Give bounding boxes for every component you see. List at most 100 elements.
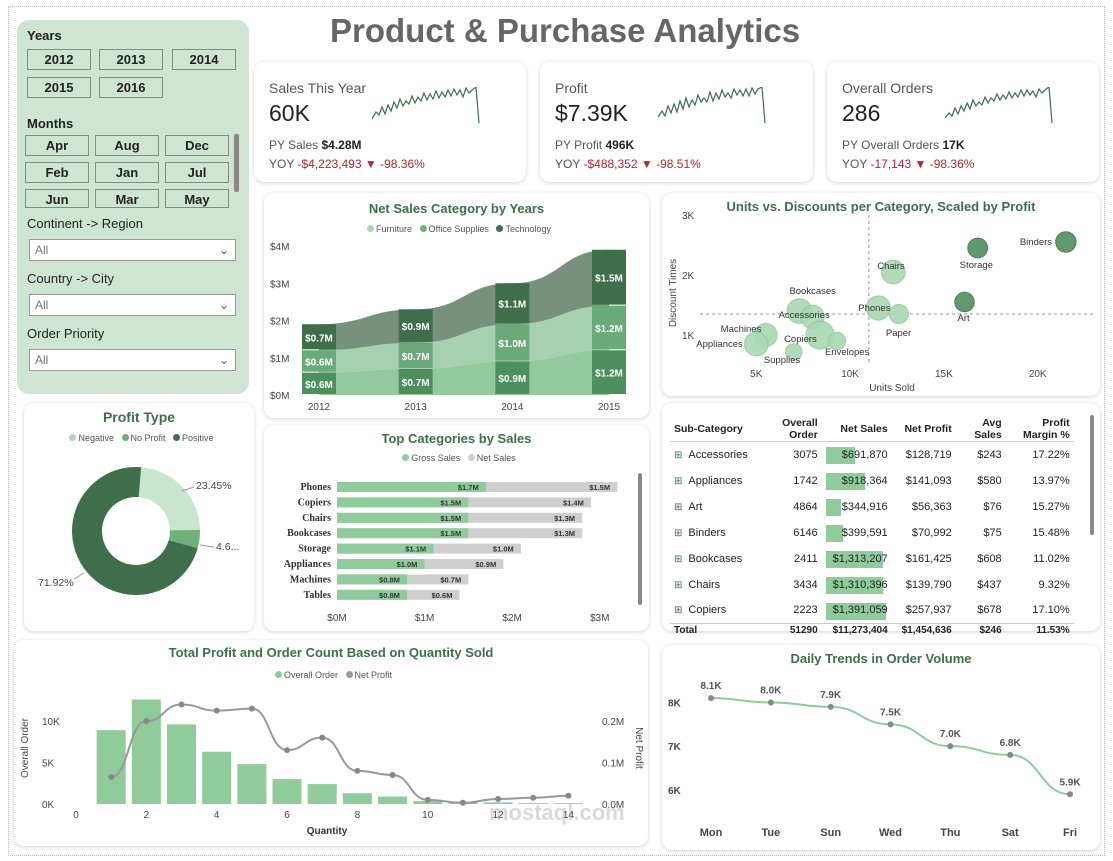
table-row[interactable]: ⊞ Accessories 3075 $691,870 $128,719 $243 17.2… bbox=[670, 442, 1074, 468]
order-bar bbox=[553, 803, 583, 804]
column-header[interactable]: Avg Sales bbox=[955, 417, 1006, 442]
area-bar-segment bbox=[398, 342, 433, 368]
country-dropdown[interactable]: All ⌄ bbox=[29, 294, 236, 316]
column-header[interactable]: Net Profit bbox=[891, 417, 956, 442]
year-button[interactable]: 2012 bbox=[27, 49, 91, 70]
point-label: Chairs bbox=[877, 261, 905, 272]
y-tick-label: $1M bbox=[270, 354, 289, 365]
month-button[interactable]: May bbox=[165, 189, 229, 208]
table-cell: 13.97% bbox=[1032, 474, 1070, 487]
scatter-point bbox=[888, 303, 909, 325]
profit-point bbox=[143, 718, 150, 725]
daily-trends-card: Daily Trends in Order Volume 6K 7K 8K 8.1K M… bbox=[662, 645, 1100, 850]
month-button[interactable]: Feb bbox=[25, 162, 89, 183]
data-label: $0.6M bbox=[305, 380, 333, 391]
down-arrow-icon: ▼ bbox=[640, 157, 653, 171]
scatter-point bbox=[967, 237, 989, 259]
column-header[interactable]: Sub-Category bbox=[670, 417, 752, 442]
subcategory-label: Accessories bbox=[688, 448, 748, 461]
data-label: $1.0M bbox=[498, 339, 526, 350]
y-tick-label: 2K bbox=[682, 271, 695, 282]
expand-icon[interactable]: ⊞ bbox=[674, 553, 683, 565]
priority-dropdown[interactable]: All ⌄ bbox=[29, 349, 236, 371]
profit-point bbox=[319, 734, 326, 741]
profit-point bbox=[354, 767, 361, 774]
kpi-py: PY Profit 496K bbox=[555, 138, 635, 152]
year-button[interactable]: 2016 bbox=[99, 77, 163, 98]
month-button[interactable]: Dec bbox=[165, 135, 229, 156]
month-button[interactable]: Jan bbox=[95, 162, 159, 183]
table-row[interactable]: ⊞ Binders 6146 $399,591 $70,992 $75 15.48% bbox=[670, 520, 1074, 546]
expand-icon[interactable]: ⊞ bbox=[674, 501, 683, 513]
area-bar-segment bbox=[592, 249, 626, 305]
scatter-point bbox=[954, 291, 975, 313]
data-label: $0.7M bbox=[440, 575, 461, 584]
chart-scrollbar[interactable] bbox=[638, 473, 642, 605]
slice-label: 23.45% bbox=[196, 480, 232, 492]
subcategory-label: Binders bbox=[688, 526, 726, 539]
subcategory-label: Chairs bbox=[688, 578, 721, 591]
total-cell: $246 bbox=[955, 623, 1006, 637]
chart-title: Daily Trends in Order Volume bbox=[790, 651, 972, 666]
month-button[interactable]: Jul bbox=[165, 162, 229, 183]
column-header[interactable]: Net Sales bbox=[821, 417, 892, 442]
top-categories-bar-chart: Phones $1.7M $1.5M Copiers $1.5M $1.4M Chairs $… bbox=[284, 482, 618, 624]
table-row[interactable]: ⊞ Bookcases 2411 $1,313,207 $161,425 $608 11.0… bbox=[670, 546, 1074, 572]
scatter-point bbox=[743, 331, 769, 357]
profit-point bbox=[495, 796, 502, 803]
data-label: $0.9M bbox=[402, 322, 430, 333]
chart-legend: Gross Sales Net Sales bbox=[264, 453, 649, 463]
x-tick-label: $2M bbox=[502, 613, 521, 624]
right-tick-label: 0.0M bbox=[602, 800, 624, 811]
continent-dropdown[interactable]: All ⌄ bbox=[29, 239, 236, 261]
subcategory-cell: ⊞ Accessories bbox=[670, 442, 752, 468]
scatter-point bbox=[1055, 231, 1077, 253]
data-label: $1.2M bbox=[595, 369, 623, 380]
profit-point bbox=[565, 792, 572, 799]
month-button[interactable]: Apr bbox=[25, 135, 89, 156]
year-button[interactable]: 2013 bbox=[99, 49, 163, 70]
profit-point bbox=[213, 707, 220, 714]
data-bar bbox=[825, 550, 883, 568]
table-row[interactable]: ⊞ Appliances 1742 $918,364 $141,093 $580 13.97… bbox=[670, 468, 1074, 494]
country-value: All bbox=[35, 298, 49, 312]
order-bar bbox=[167, 724, 197, 804]
table-scrollbar[interactable] bbox=[1090, 415, 1094, 535]
month-button[interactable]: Jun bbox=[25, 189, 89, 208]
year-button[interactable]: 2014 bbox=[172, 49, 236, 70]
chart-legend: Negative No Profit Positive bbox=[24, 433, 254, 443]
year-button[interactable]: 2015 bbox=[27, 77, 91, 98]
kpi-label: Sales This Year bbox=[269, 80, 367, 96]
expand-icon[interactable]: ⊞ bbox=[674, 475, 683, 487]
table-row[interactable]: ⊞ Art 4864 $344,916 $56,363 $76 15.27% bbox=[670, 494, 1074, 520]
down-arrow-icon: ▼ bbox=[364, 157, 377, 171]
months-scrollbar[interactable] bbox=[234, 134, 239, 192]
expand-icon[interactable]: ⊞ bbox=[674, 449, 683, 461]
expand-icon[interactable]: ⊞ bbox=[674, 605, 683, 617]
table-row[interactable]: ⊞ Chairs 3434 $1,310,396 $139,790 $437 9.32% bbox=[670, 572, 1074, 598]
order-bar bbox=[342, 793, 372, 804]
data-label: 8.1K bbox=[700, 681, 722, 692]
table-cell: $70,992 bbox=[911, 526, 952, 539]
month-button[interactable]: Mar bbox=[95, 189, 159, 208]
column-header[interactable]: Overall Order bbox=[751, 417, 822, 442]
net-sales-cell: $399,591 bbox=[822, 520, 892, 546]
subcategory-cell: ⊞ Art bbox=[670, 494, 752, 520]
net-sales-value: $344,916 bbox=[841, 500, 888, 513]
order-bar bbox=[96, 730, 126, 804]
column-header[interactable]: Profit Margin % bbox=[1005, 417, 1074, 442]
category-label: Tables bbox=[304, 590, 332, 601]
expand-icon[interactable]: ⊞ bbox=[674, 527, 683, 539]
y-tick-label: 1K bbox=[682, 331, 695, 342]
expand-icon[interactable]: ⊞ bbox=[674, 579, 683, 591]
scatter-point bbox=[785, 343, 803, 361]
chart-legend: Overall Order Net Profit bbox=[14, 670, 648, 680]
data-label: $1.0M bbox=[397, 560, 418, 569]
kpi-label: Overall Orders bbox=[842, 80, 934, 96]
kpi-card-sales: Sales This Year 60K PY Sales $4.28M YOY … bbox=[254, 62, 526, 182]
units-discounts-card: Units vs. Discounts per Category, Scaled… bbox=[662, 193, 1100, 396]
x-tick-label: 6 bbox=[284, 810, 290, 821]
donut-slice-positive bbox=[72, 467, 198, 595]
table-row[interactable]: ⊞ Copiers 2223 $1,391,059 $257,937 $678 17.10% bbox=[670, 598, 1074, 624]
month-button[interactable]: Aug bbox=[95, 135, 159, 156]
